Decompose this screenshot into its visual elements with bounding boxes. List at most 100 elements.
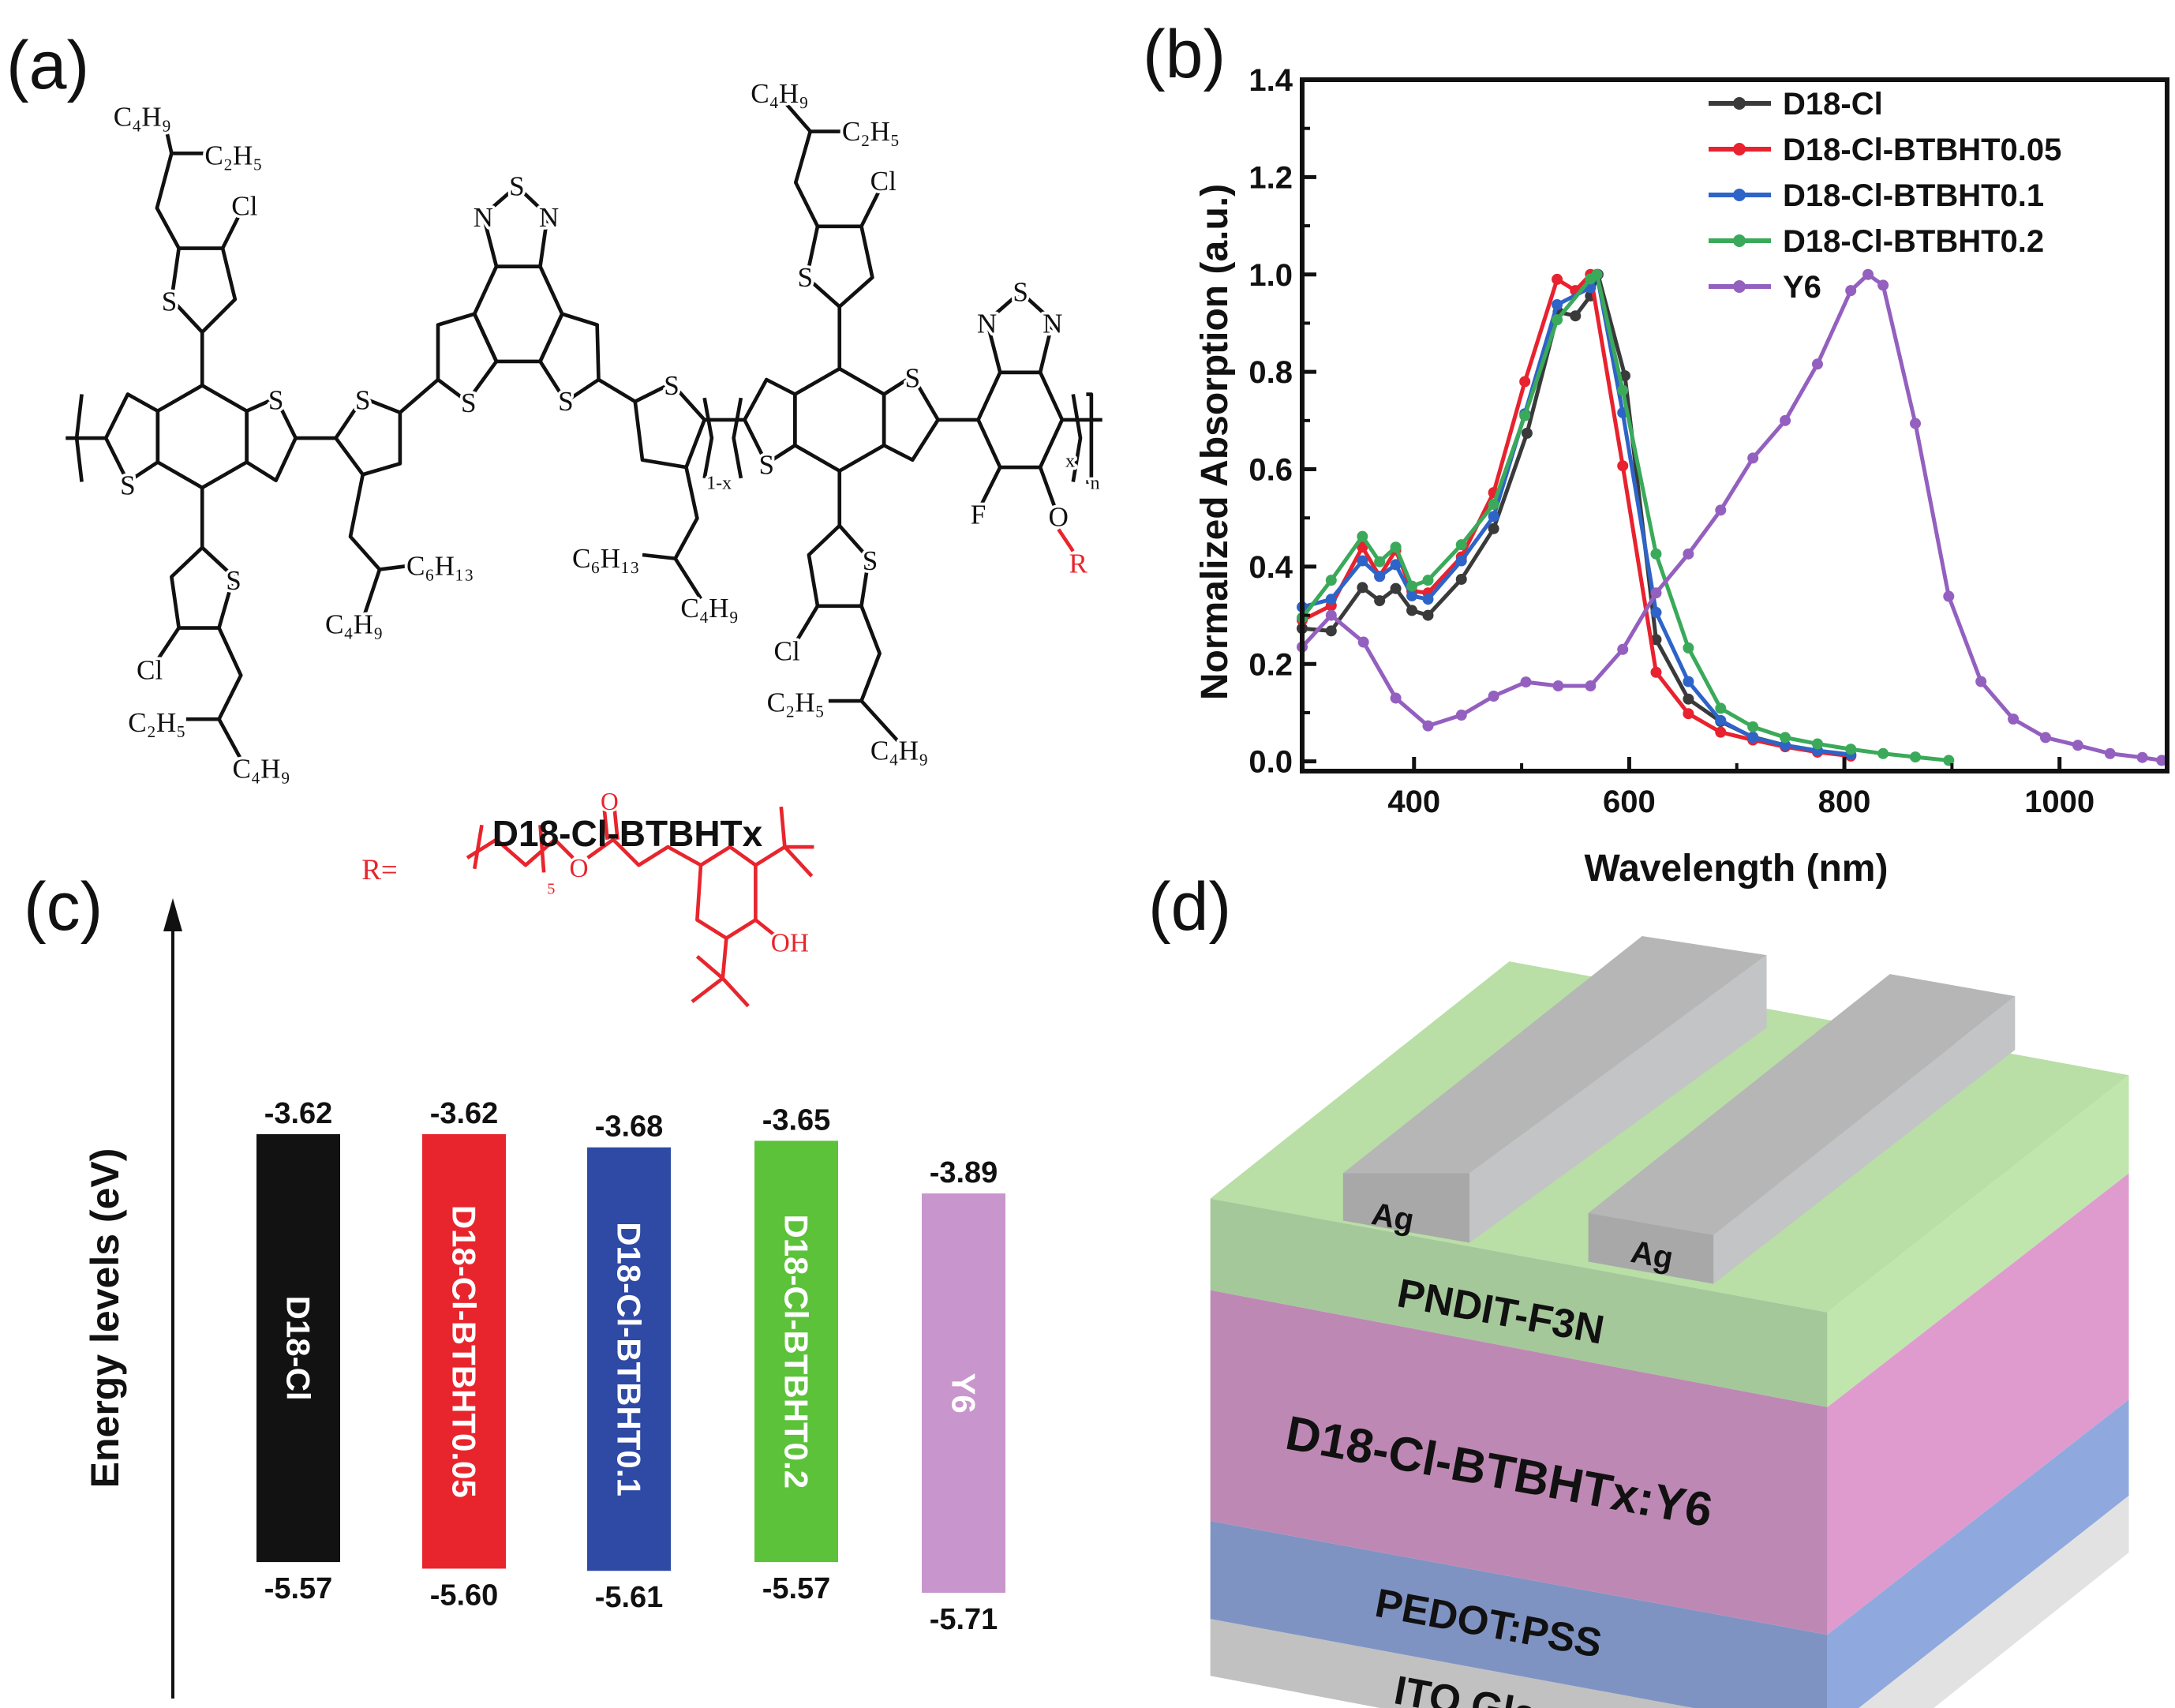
series-line [1301, 272, 1851, 758]
pedot-front [1210, 1520, 1828, 1708]
bond [859, 699, 900, 743]
atom-label: S [1013, 277, 1028, 308]
data-point [1862, 268, 1874, 280]
atom-label: C₄H₉ [114, 102, 171, 133]
bond [348, 474, 410, 571]
data-point [1552, 299, 1563, 311]
ag2-top [1588, 974, 2016, 1235]
bond [363, 568, 382, 614]
data-point [1357, 555, 1368, 567]
data-point [1747, 732, 1759, 744]
legend-marker [1733, 143, 1746, 155]
data-point [1943, 755, 1955, 766]
data-point [1455, 539, 1467, 551]
data-point [1374, 595, 1386, 607]
ring-bond [793, 366, 886, 473]
atom-label: C₂H₅ [842, 116, 900, 147]
y-tick-label: 0.6 [1248, 453, 1293, 488]
data-point [1455, 573, 1467, 585]
data-point [1488, 511, 1499, 523]
lumo-label: -3.62 [264, 1097, 333, 1130]
atom-label: C₄H₉ [325, 609, 383, 639]
data-point [1552, 273, 1563, 285]
data-point [2008, 713, 2020, 725]
data-point [1357, 636, 1369, 648]
ring-bond [103, 392, 160, 484]
data-point [2104, 747, 2116, 759]
ag-label-1: Ag [1369, 1197, 1417, 1238]
data-point [1683, 693, 1694, 705]
data-point [1422, 575, 1434, 586]
material-label: D18-Cl-BTBHT0.05 [446, 1205, 483, 1498]
bond [691, 976, 724, 1003]
data-point [1325, 625, 1337, 637]
atom-label: N [539, 202, 559, 233]
atom-label: 1-x [706, 473, 732, 493]
bond [538, 825, 546, 873]
ring-bond [985, 290, 1055, 375]
energy-bar [256, 1134, 340, 1563]
r-group-label: 5 [547, 881, 555, 898]
energy-bar-D18-Cl-BTBHT0.2: -3.65 -5.57 D18-Cl-BTBHT0.2 [754, 1103, 838, 1605]
data-point [1619, 370, 1630, 382]
bond [721, 938, 728, 979]
series-D18-Cl-BTBHT0.1 [1297, 268, 1857, 761]
homo-label: -5.57 [264, 1572, 333, 1605]
ag2-front [1588, 1212, 1714, 1284]
data-point [1422, 609, 1434, 621]
y-tick-label: 1.4 [1248, 63, 1293, 98]
atom-label: Cl [870, 166, 897, 197]
data-point [1811, 358, 1823, 370]
lumo-label: -3.62 [430, 1097, 499, 1130]
panel-d: (d) Ag Ag PNDIT-F3N D18-Cl-BTBHTx:Y6 PED… [1148, 869, 2129, 1708]
pedot-side [1827, 1399, 2129, 1708]
data-point [1683, 676, 1694, 687]
data-point [1519, 376, 1531, 388]
atom-label: S [904, 363, 920, 394]
ag1-front [1342, 1173, 1470, 1243]
bond [702, 397, 714, 479]
active-side [1827, 1173, 2129, 1635]
data-point [2156, 755, 2168, 766]
data-point [1422, 720, 1434, 732]
atom-label: Cl [774, 636, 800, 667]
data-point [1811, 738, 1823, 750]
material-label: D18-Cl-BTBHT0.2 [778, 1214, 815, 1489]
legend-label: D18-Cl-BTBHT0.05 [1783, 133, 2061, 167]
active-front [1210, 1290, 1828, 1635]
series-line [1301, 272, 2162, 762]
data-point [1406, 590, 1418, 601]
atom-label: C₆H₁₃ [406, 550, 474, 581]
bond [185, 627, 243, 721]
legend-marker [1733, 189, 1746, 201]
data-point [1455, 555, 1467, 567]
homo-label: -5.61 [595, 1581, 664, 1614]
energy-level-diagram: -3.62 -5.57 D18-Cl -3.62 -5.60 D18-Cl-BTBHT0.… [256, 1097, 1005, 1636]
data-point [1357, 530, 1368, 542]
atom-label: S [120, 470, 136, 501]
r-group-label: OH [771, 929, 809, 958]
data-point [2136, 751, 2148, 763]
atom-label: C₂H₅ [204, 140, 262, 171]
atom-label: C₄H₉ [232, 754, 290, 785]
material-label: D18-Cl [280, 1296, 317, 1401]
bond [695, 954, 724, 980]
data-point [1374, 571, 1386, 582]
bond [793, 129, 844, 227]
bond [466, 837, 575, 867]
atom-label: C₄H₉ [870, 735, 928, 766]
bond [783, 100, 812, 133]
data-point [1877, 747, 1889, 759]
series-line [1301, 272, 1851, 757]
data-point [1374, 556, 1386, 567]
data-point [1406, 605, 1418, 616]
data-point [1780, 732, 1791, 744]
legend-marker [1733, 280, 1746, 293]
homo-label: -5.57 [762, 1572, 831, 1605]
bond [732, 397, 743, 479]
data-point [1715, 726, 1727, 738]
ring-bond [976, 370, 1065, 470]
material-label: D18-Cl-BTBHT0.1 [611, 1222, 648, 1496]
data-point [1683, 708, 1694, 720]
